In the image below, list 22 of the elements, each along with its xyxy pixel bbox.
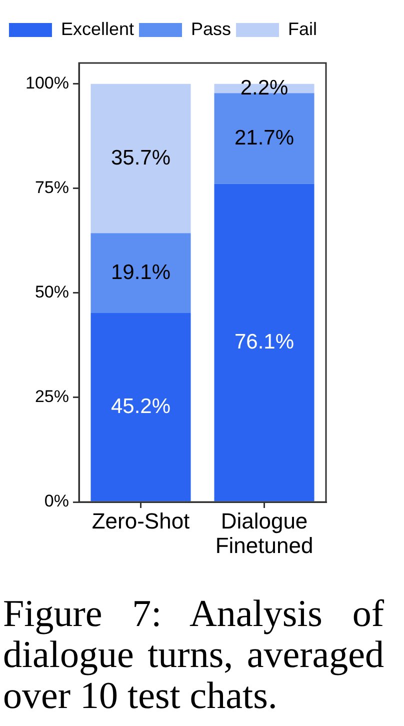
data-label: 45.2% — [110, 394, 171, 418]
y-tick-label: 25% — [34, 387, 69, 406]
bar — [90, 313, 191, 502]
data-label: 35.7% — [110, 146, 171, 170]
legend-label: Excellent — [60, 18, 134, 39]
data-label: 21.7% — [234, 126, 294, 150]
bar — [214, 93, 314, 184]
y-tick-label: 50% — [34, 282, 69, 302]
x-tick-label: Zero-Shot — [92, 508, 190, 534]
bar — [90, 233, 191, 314]
legend-label: Pass — [191, 18, 232, 39]
data-label: 2.2% — [240, 76, 288, 100]
y-tick-label: 75% — [34, 178, 69, 198]
y-tick-label: 100% — [26, 74, 69, 93]
legend-label: Fail — [288, 18, 318, 39]
bar — [214, 184, 314, 502]
y-tick-label: 0% — [44, 492, 69, 511]
x-tick-label: Dialogue Finetuned — [215, 508, 314, 558]
bar — [90, 84, 191, 234]
data-label: 19.1% — [110, 260, 171, 284]
data-label: 76.1% — [234, 330, 294, 354]
caption: Figure 7: Analysis of dialogue turns, averaged over 10 test chats. — [3, 593, 384, 717]
